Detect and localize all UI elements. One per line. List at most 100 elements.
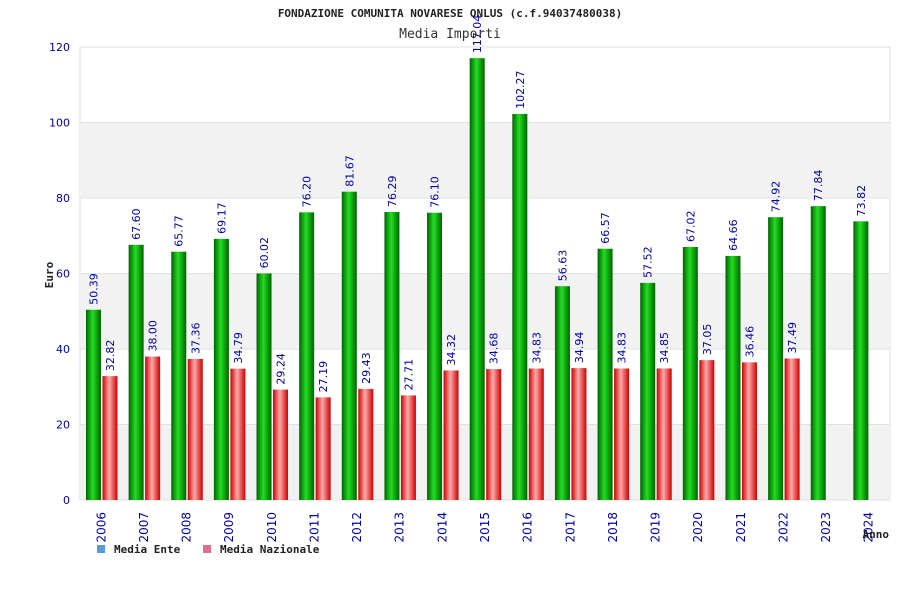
x-axis: 2006 2007 2008 2009 2010 2011 2012 2013 2014 2015… bbox=[94, 512, 875, 543]
data-label: 65.77 bbox=[173, 215, 186, 247]
data-label: 73.82 bbox=[855, 185, 868, 217]
bar-media-nazionale bbox=[400, 395, 416, 500]
x-tick-label: 2020 bbox=[691, 512, 705, 543]
legend: Media Ente Media Nazionale bbox=[97, 543, 320, 556]
chart-title: FONDAZIONE COMUNITA NOVARESE ONLUS (c.f.… bbox=[278, 7, 622, 20]
data-label: 34.68 bbox=[488, 333, 501, 365]
data-label: 76.29 bbox=[386, 176, 399, 208]
bar-media-ente bbox=[512, 113, 528, 500]
legend-swatch-media-ente bbox=[97, 545, 105, 553]
data-label: 29.43 bbox=[360, 352, 373, 384]
x-tick-label: 2008 bbox=[180, 512, 194, 543]
bar-media-nazionale bbox=[443, 370, 459, 500]
data-label: 36.46 bbox=[743, 326, 756, 358]
y-tick-label: 80 bbox=[56, 192, 70, 205]
y-axis: 0 20 40 60 80 100 120 bbox=[49, 41, 70, 507]
data-label: 76.10 bbox=[429, 176, 442, 208]
x-tick-label: 2007 bbox=[137, 512, 151, 543]
bar-media-nazionale bbox=[187, 358, 203, 500]
grid-band bbox=[80, 122, 890, 198]
data-label: 37.05 bbox=[701, 324, 714, 356]
data-label: 34.85 bbox=[658, 332, 671, 364]
x-tick-label: 2017 bbox=[563, 512, 577, 543]
data-label: 67.60 bbox=[130, 208, 143, 240]
x-tick-label: 2014 bbox=[435, 512, 449, 543]
data-label: 117.04 bbox=[471, 15, 484, 54]
bar-media-nazionale bbox=[486, 369, 502, 500]
data-label: 57.52 bbox=[642, 246, 655, 278]
bars: 50.39 32.82 67.60 38.00 65.77 37.36 69.17 34.79… bbox=[86, 15, 869, 501]
data-label: 74.92 bbox=[770, 181, 783, 213]
x-tick-label: 2012 bbox=[350, 512, 364, 543]
data-label: 67.02 bbox=[684, 210, 697, 242]
bar-media-nazionale bbox=[145, 356, 161, 500]
data-label: 60.02 bbox=[258, 237, 271, 269]
data-label: 50.39 bbox=[88, 273, 101, 305]
y-tick-label: 40 bbox=[56, 343, 70, 356]
y-tick-label: 20 bbox=[56, 419, 70, 432]
legend-label-media-nazionale: Media Nazionale bbox=[220, 543, 320, 556]
bar-media-ente bbox=[640, 282, 656, 500]
data-label: 38.00 bbox=[147, 320, 160, 352]
bar-media-nazionale bbox=[699, 360, 715, 500]
bar-media-ente bbox=[554, 286, 570, 500]
data-label: 29.24 bbox=[275, 353, 288, 385]
y-tick-label: 0 bbox=[63, 494, 70, 507]
data-label: 76.20 bbox=[301, 176, 314, 208]
bar-media-nazionale bbox=[102, 376, 118, 500]
data-label: 32.82 bbox=[104, 340, 117, 372]
data-label: 34.83 bbox=[616, 332, 629, 364]
x-tick-label: 2015 bbox=[478, 512, 492, 543]
y-tick-label: 120 bbox=[49, 41, 70, 54]
x-tick-label: 2023 bbox=[819, 512, 833, 543]
bar-media-nazionale bbox=[273, 389, 289, 500]
bar-media-ente bbox=[469, 58, 485, 500]
bar-media-ente bbox=[682, 246, 698, 500]
bar-media-nazionale bbox=[315, 397, 331, 500]
bar-media-ente bbox=[597, 248, 613, 500]
data-label: 56.63 bbox=[556, 250, 569, 282]
bar-media-ente bbox=[171, 251, 187, 500]
legend-swatch-media-nazionale bbox=[203, 545, 211, 553]
x-tick-label: 2009 bbox=[222, 512, 236, 543]
x-tick-label: 2010 bbox=[265, 512, 279, 543]
bar-media-nazionale bbox=[656, 368, 672, 500]
bar-media-ente bbox=[128, 244, 144, 500]
data-label: 34.94 bbox=[573, 332, 586, 364]
data-label: 66.57 bbox=[599, 212, 612, 244]
bar-media-nazionale bbox=[741, 362, 757, 500]
data-label: 34.83 bbox=[530, 332, 543, 364]
x-tick-label: 2013 bbox=[393, 512, 407, 543]
bar-media-nazionale bbox=[528, 368, 544, 500]
data-label: 69.17 bbox=[215, 202, 228, 233]
data-label: 81.67 bbox=[343, 155, 356, 187]
x-axis-label: Anno bbox=[863, 528, 890, 541]
data-label: 34.79 bbox=[232, 332, 245, 363]
bar-media-nazionale bbox=[230, 368, 246, 500]
data-label: 102.27 bbox=[514, 70, 527, 109]
data-label: 64.66 bbox=[727, 219, 740, 251]
data-label: 27.71 bbox=[402, 359, 415, 391]
bar-media-ente bbox=[810, 206, 826, 501]
data-label: 77.84 bbox=[812, 170, 825, 202]
data-label: 34.32 bbox=[445, 334, 458, 366]
bar-media-nazionale bbox=[614, 368, 630, 500]
data-label: 37.49 bbox=[786, 322, 799, 354]
chart-subtitle: Media Importi bbox=[399, 27, 501, 42]
x-tick-label: 2018 bbox=[606, 512, 620, 543]
x-tick-label: 2019 bbox=[649, 512, 663, 543]
bar-media-ente bbox=[427, 212, 443, 500]
bar-media-ente bbox=[86, 309, 101, 500]
x-tick-label: 2011 bbox=[307, 512, 321, 543]
bar-media-ente bbox=[341, 191, 357, 501]
bar-media-ente bbox=[768, 217, 784, 500]
x-tick-label: 2006 bbox=[94, 512, 108, 543]
bar-media-ente bbox=[256, 273, 272, 500]
x-tick-label: 2016 bbox=[521, 512, 535, 543]
x-tick-label: 2024 bbox=[862, 512, 876, 543]
bar-media-nazionale bbox=[571, 368, 587, 500]
bar-media-ente bbox=[384, 212, 400, 500]
x-tick-label: 2022 bbox=[776, 512, 790, 543]
legend-label-media-ente: Media Ente bbox=[114, 543, 181, 556]
